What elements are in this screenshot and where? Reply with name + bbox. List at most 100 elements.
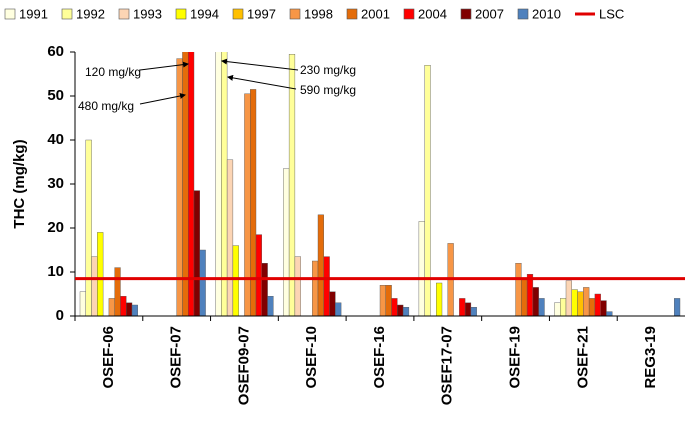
bar	[317, 214, 324, 316]
bar	[538, 298, 545, 316]
x-tick-label: REG3-19	[642, 326, 659, 389]
legend-label: LSC	[599, 6, 624, 21]
annotation-arrows	[139, 58, 299, 105]
bar	[199, 249, 206, 316]
bar	[459, 298, 466, 316]
bar	[131, 304, 138, 316]
legend-swatch	[175, 8, 187, 20]
x-tick-label: OSEF-06	[100, 326, 117, 389]
bar	[560, 298, 567, 316]
legend-label: 1994	[190, 6, 219, 21]
bar	[565, 280, 572, 316]
legend-swatch	[232, 8, 244, 20]
bar	[323, 256, 330, 316]
y-tick-label: 40	[47, 131, 64, 148]
x-tick-label: OSEF17-07	[439, 326, 456, 405]
x-tick-label: OSEF-16	[371, 326, 388, 389]
x-tick-label: OSEF-07	[168, 326, 185, 389]
legend-label: 2001	[361, 6, 390, 21]
bar	[577, 291, 584, 316]
x-tick-label: OSEF-21	[574, 326, 591, 389]
bar	[221, 52, 228, 316]
legend-swatch	[346, 8, 358, 20]
legend-swatch	[403, 8, 415, 20]
bar	[594, 293, 601, 316]
bar	[532, 287, 539, 316]
y-tick-label: 20	[47, 219, 64, 236]
y-tick-label: 10	[47, 263, 64, 280]
legend-label: 2007	[475, 6, 504, 21]
legend-label: 2010	[532, 6, 561, 21]
bar	[526, 274, 534, 316]
bar	[126, 302, 133, 316]
bar	[583, 287, 590, 316]
x-tick-label: OSEF-19	[507, 326, 524, 389]
bar	[193, 190, 200, 316]
bar	[397, 304, 404, 316]
bar	[424, 64, 431, 316]
legend-swatch	[460, 8, 472, 20]
bar	[312, 260, 319, 316]
legend-label: 1992	[76, 6, 105, 21]
annotation: 480 mg/kg	[78, 99, 134, 113]
bar	[391, 298, 398, 316]
bar	[120, 296, 127, 316]
bar	[97, 232, 104, 316]
bar	[335, 302, 342, 316]
bar	[283, 168, 290, 316]
bar	[250, 89, 257, 316]
bar	[329, 291, 336, 316]
bar	[600, 300, 607, 316]
bar	[515, 263, 522, 316]
bar	[267, 296, 274, 316]
x-tick-label: OSEF09-07	[235, 326, 252, 405]
bar	[244, 93, 251, 316]
bar	[255, 234, 262, 316]
bar	[554, 302, 561, 316]
bar	[79, 291, 86, 316]
bar	[85, 139, 92, 316]
bar	[606, 311, 613, 316]
annotation: 230 mg/kg	[300, 63, 356, 77]
bar	[379, 285, 386, 316]
y-tick-label: 30	[47, 175, 64, 192]
bar	[385, 285, 392, 316]
bar	[571, 289, 578, 316]
legend-swatch	[118, 8, 130, 20]
bar	[108, 298, 115, 316]
bar	[114, 267, 121, 316]
y-tick-label: 60	[47, 43, 64, 60]
bar	[418, 221, 425, 316]
y-axis-title: THC (mg/kg)	[11, 139, 28, 228]
legend-swatch	[61, 8, 73, 20]
plot	[79, 52, 681, 316]
bar	[182, 52, 189, 316]
bar	[588, 298, 596, 316]
bar	[188, 52, 195, 316]
x-tick-label: OSEF-10	[303, 326, 320, 389]
bar	[402, 307, 410, 316]
legend-label: 1993	[133, 6, 162, 21]
bar	[674, 298, 681, 316]
bar	[464, 302, 472, 316]
bar	[232, 245, 239, 316]
bar	[436, 282, 443, 316]
legend-swatch	[4, 8, 16, 20]
bar	[470, 307, 477, 316]
y-tick-label: 50	[47, 87, 64, 104]
bar	[91, 256, 98, 316]
legend-label: 2004	[418, 6, 447, 21]
bar	[261, 263, 268, 316]
legend-swatch	[289, 8, 301, 20]
annotation: 590 mg/kg	[300, 83, 356, 97]
bar	[294, 256, 301, 316]
bar	[521, 278, 528, 316]
legend-label: 1998	[304, 6, 333, 21]
legend-label: 1991	[19, 6, 48, 21]
bar	[288, 54, 296, 316]
legend-label: 1997	[247, 6, 276, 21]
bar	[226, 159, 234, 316]
y-tick-label: 0	[56, 307, 64, 324]
bar	[215, 52, 222, 316]
